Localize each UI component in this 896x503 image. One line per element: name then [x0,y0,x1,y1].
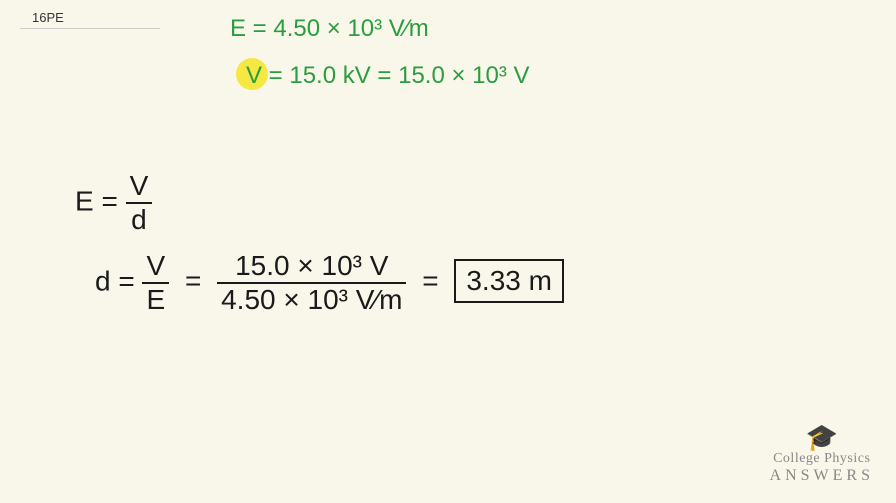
fraction-v-over-e: V E [142,250,169,316]
solution-lhs: d = [95,265,135,296]
fraction-numerator: 15.0 × 10³ V [217,250,406,284]
solution-line: d = V E = 15.0 × 10³ V 4.50 × 10³ V⁄m = … [95,250,564,316]
problem-number: 16PE [32,10,64,25]
given-equation-2: V = 15.0 kV = 15.0 × 10³ V [246,62,530,90]
final-answer-box: 3.33 m [454,259,564,303]
fraction-denominator: d [126,204,153,236]
equals-sign: = [185,265,201,296]
fraction-substituted: 15.0 × 10³ V 4.50 × 10³ V⁄m [217,250,406,316]
fraction-numerator: V [142,250,169,284]
equals-sign: = [422,265,438,296]
graduation-cap-icon: 🎓 [770,425,874,451]
divider-line [20,28,160,29]
brand-line-2: ANSWERS [770,467,874,485]
given-equation-1: E = 4.50 × 10³ V⁄m [230,15,429,43]
brand-logo: 🎓 College Physics ANSWERS [770,425,874,485]
fraction-denominator: 4.50 × 10³ V⁄m [217,284,406,316]
given-equation-2-text: V = 15.0 kV = 15.0 × 10³ V [246,62,530,89]
fraction-numerator: V [126,170,153,204]
formula-lhs: E = [75,185,118,216]
formula-e-equals-v-over-d: E = V d [75,170,152,236]
fraction-v-over-d: V d [126,170,153,236]
brand-line-1: College Physics [770,451,874,467]
fraction-denominator: E [142,284,169,316]
